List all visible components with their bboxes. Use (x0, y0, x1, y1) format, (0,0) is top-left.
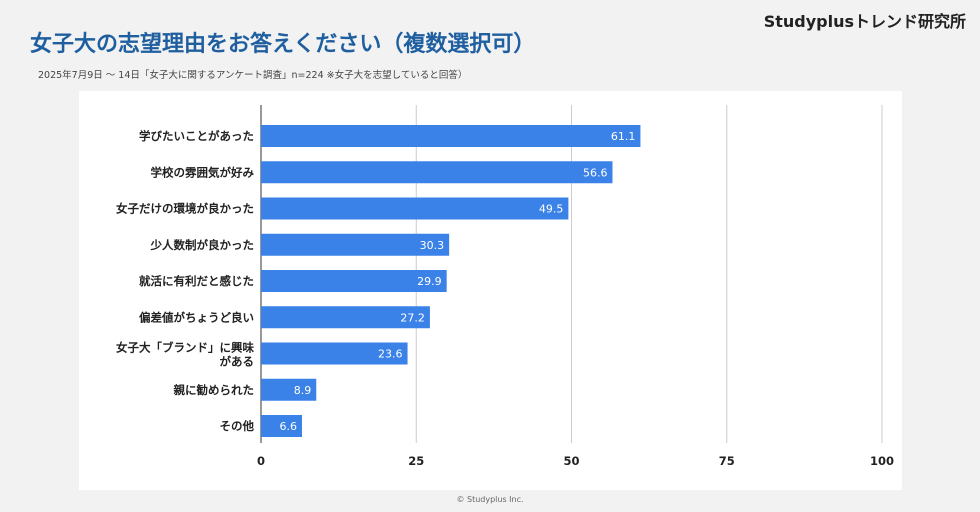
x-tick-label: 50 (563, 454, 579, 468)
bar-chart: 0 25 50 75 100 61.1 学びたいことがあった 56.6 学校の雰囲気が好み 49.… (116, 105, 894, 468)
brand-label: Studyplusトレンド研究所 (763, 12, 966, 31)
category-label: 親に勧められた (174, 383, 255, 397)
bar (261, 306, 430, 329)
category-label: 学びたいことがあった (139, 129, 254, 143)
chart-panel: 0 25 50 75 100 61.1 学びたいことがあった 56.6 学校の雰囲気が好み 49.… (79, 91, 902, 490)
category-label: その他 (220, 419, 255, 433)
x-tick-label: 100 (870, 454, 894, 468)
data-label: 6.6 (279, 420, 297, 433)
data-label: 56.6 (583, 166, 608, 179)
data-label: 30.3 (420, 239, 445, 252)
data-label: 49.5 (539, 203, 564, 216)
survey-subtitle: 2025年7月9日 〜 14日「女子大に関するアンケート調査」n=224 ※女子… (38, 70, 468, 81)
bar (261, 270, 447, 292)
category-label: 少人数制が良かった (150, 238, 255, 252)
page-title: 女子大の志望理由をお答えください（複数選択可） (30, 32, 536, 57)
category-label: 就活に有利だと感じた (139, 274, 254, 288)
data-label: 23.6 (378, 348, 403, 361)
x-tick-label: 0 (257, 454, 265, 468)
category-label: 偏差値がちょうど良い (139, 310, 254, 324)
copyright: © Studyplus Inc. (456, 495, 524, 504)
x-tick-label: 75 (719, 454, 735, 468)
bar (261, 125, 641, 147)
data-label: 27.2 (400, 311, 425, 324)
bar (261, 233, 450, 256)
bar (261, 161, 613, 184)
bar (261, 378, 317, 401)
x-tick-label: 25 (408, 454, 424, 468)
data-label: 29.9 (417, 275, 442, 288)
category-label: 女子だけの環境が良かった (116, 202, 254, 216)
bar (261, 415, 302, 437)
category-label: 学校の雰囲気が好み (151, 165, 255, 179)
data-label: 61.1 (611, 130, 636, 143)
bar (261, 197, 569, 220)
category-label: 女子大「ブランド」に興味がある (116, 341, 254, 369)
bar (261, 342, 408, 365)
data-label: 8.9 (294, 384, 312, 397)
